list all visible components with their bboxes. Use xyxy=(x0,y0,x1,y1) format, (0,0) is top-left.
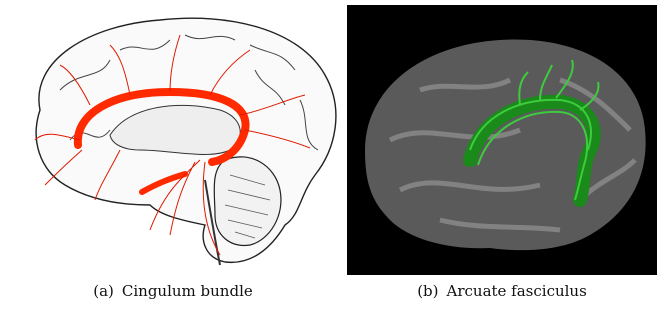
caption-a: (a) Cingulum bundle xyxy=(93,282,253,300)
brain-sketch xyxy=(35,18,336,265)
tractography-image xyxy=(347,5,657,275)
caption-label: (a) xyxy=(93,282,114,300)
caption-text: Cingulum bundle xyxy=(122,282,253,300)
figure: (a) Cingulum bundle (b) Arcuate fasciculus xyxy=(0,0,662,312)
caption-text: Arcuate fasciculus xyxy=(446,282,587,300)
caption-label: (b) xyxy=(417,282,438,300)
brain-slice xyxy=(365,40,646,251)
caption-b: (b) Arcuate fasciculus xyxy=(417,282,587,300)
page: (a) Cingulum bundle (b) Arcuate fasciculus… xyxy=(0,0,662,312)
